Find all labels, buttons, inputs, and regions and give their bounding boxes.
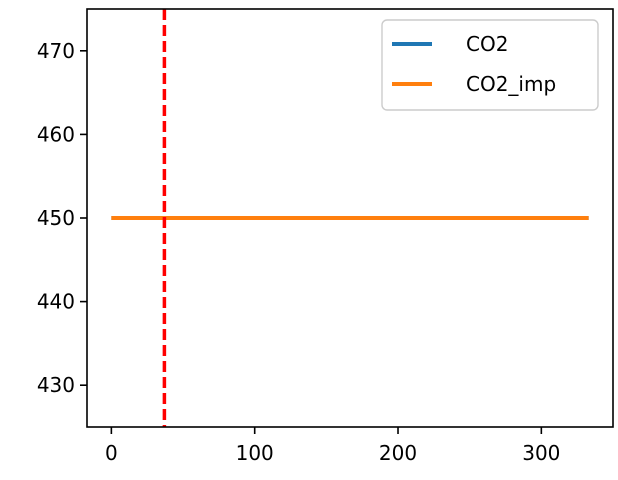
legend-box bbox=[381, 19, 599, 111]
y-tick-label: 460 bbox=[37, 122, 75, 146]
y-tick-label: 430 bbox=[37, 373, 75, 397]
y-tick-label: 440 bbox=[37, 290, 75, 314]
axes: 0 100 200 300 430 440 450 460 470 bbox=[37, 8, 614, 465]
legend: CO2 CO2_imp bbox=[381, 19, 599, 111]
x-tick-label: 0 bbox=[105, 441, 118, 465]
y-tick-label: 470 bbox=[37, 39, 75, 63]
series-layer bbox=[111, 9, 589, 427]
legend-label: CO2_imp bbox=[466, 72, 556, 96]
legend-label: CO2 bbox=[466, 32, 508, 56]
x-tick-label: 300 bbox=[522, 441, 560, 465]
y-tick-label: 450 bbox=[37, 206, 75, 230]
x-tick-label: 200 bbox=[379, 441, 417, 465]
x-tick-label: 100 bbox=[236, 441, 274, 465]
